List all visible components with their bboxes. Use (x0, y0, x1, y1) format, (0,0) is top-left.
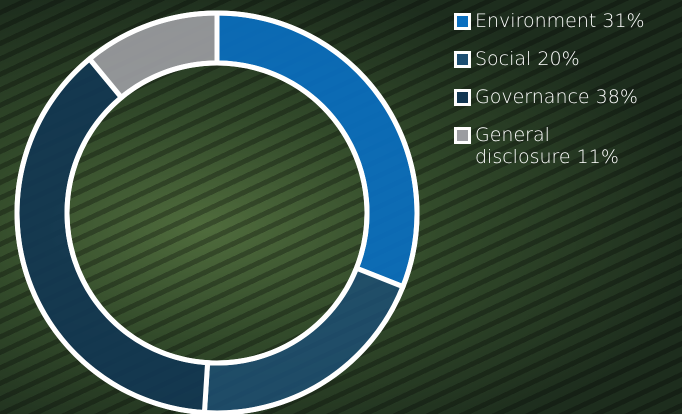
legend-item: Environment 31% (450, 10, 645, 32)
legend: Environment 31% Social 20% Governance 38% G… (450, 10, 645, 184)
chart (14, 10, 420, 414)
legend-value: 11% (576, 146, 619, 168)
legend-label: Environment (475, 10, 597, 32)
legend-label: Social (475, 48, 532, 70)
legend-item: Governance 38% (450, 86, 645, 108)
legend-swatch (454, 13, 471, 30)
legend-value: 31% (602, 10, 645, 32)
legend-swatch (454, 127, 471, 144)
legend-item: Social 20% (450, 48, 645, 70)
legend-value: 38% (595, 86, 638, 108)
donut-inner-ring (64, 60, 370, 366)
legend-value: 20% (537, 48, 580, 70)
legend-item: General disclosure 11% (450, 124, 645, 168)
legend-label: Governance (475, 86, 590, 108)
legend-label: General disclosure (475, 124, 571, 168)
legend-swatch (454, 51, 471, 68)
donut-outer-ring (14, 10, 420, 414)
donut-segment (214, 10, 420, 290)
legend-swatch (454, 89, 471, 106)
